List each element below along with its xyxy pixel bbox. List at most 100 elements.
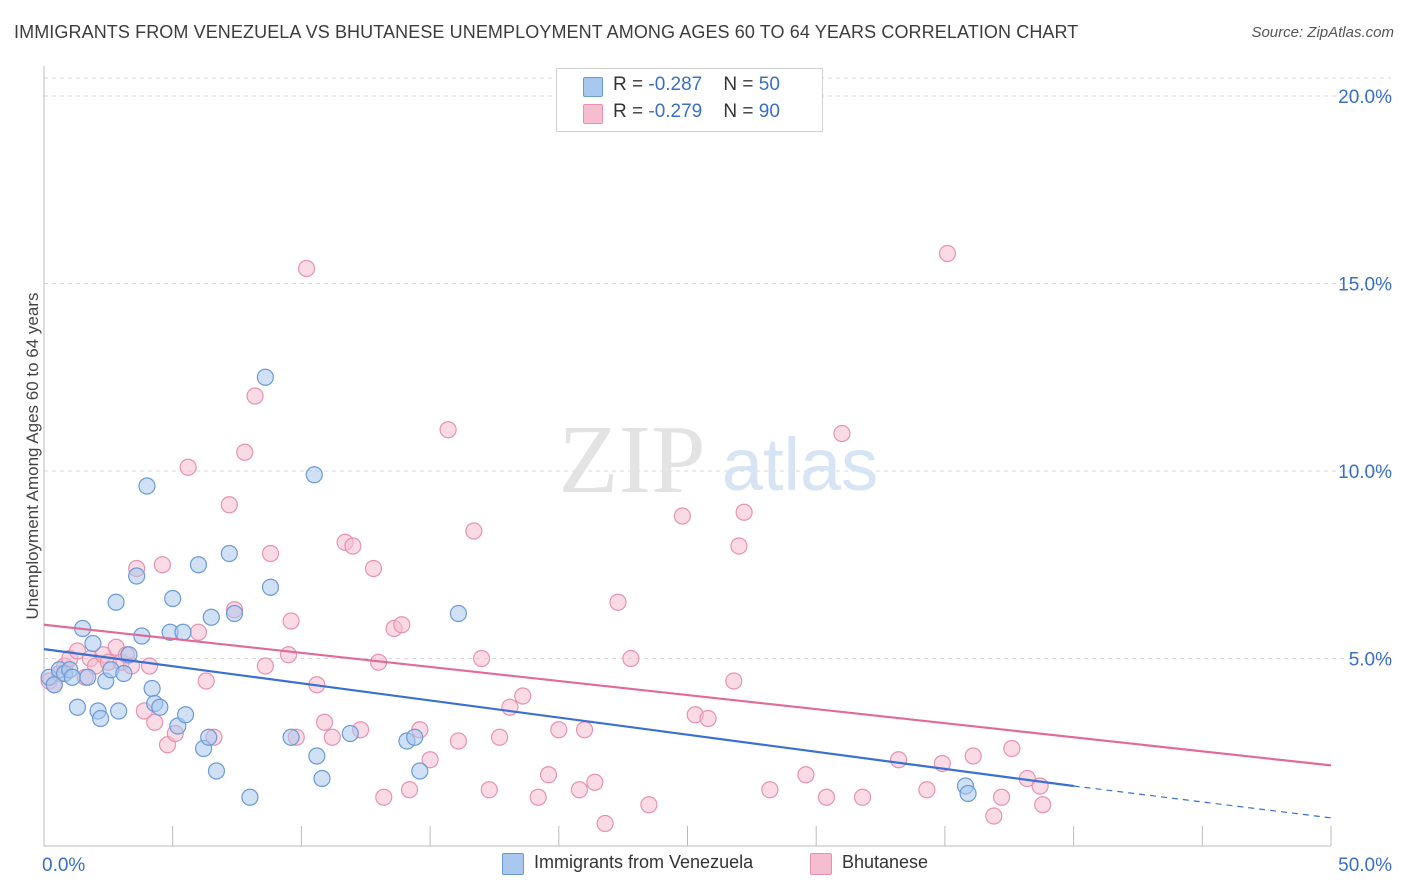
source-label: Source: ZipAtlas.com bbox=[1251, 24, 1394, 41]
bhutanese-point bbox=[797, 766, 815, 784]
trend-lines bbox=[43, 623, 1332, 819]
x-tick-labels: 0.0% 50.0% bbox=[42, 855, 1392, 876]
legend-n-label: N = bbox=[723, 101, 759, 122]
venezuela-point bbox=[92, 709, 110, 728]
bhutanese-point bbox=[529, 788, 547, 806]
bhutanese-point bbox=[246, 387, 264, 405]
venezuela-trend-line bbox=[43, 648, 1074, 788]
bhutanese-trend-line bbox=[43, 623, 1332, 767]
venezuela-point bbox=[79, 668, 97, 686]
bhutanese-point bbox=[985, 807, 1003, 825]
bhutanese-point bbox=[490, 728, 509, 746]
bhutanese-point bbox=[282, 612, 300, 630]
venezuela-point bbox=[115, 664, 133, 683]
bhutanese-point bbox=[375, 788, 393, 806]
bhutanese-point bbox=[1003, 739, 1021, 758]
bhutanese-point bbox=[179, 458, 197, 476]
venezuela-point bbox=[220, 544, 238, 563]
bhutanese-point bbox=[640, 796, 658, 814]
bhutanese-point bbox=[570, 781, 588, 799]
bhutanese-point bbox=[735, 503, 753, 521]
y-tick-label: 20.0% bbox=[1338, 87, 1392, 108]
bhutanese-point bbox=[400, 781, 419, 799]
correlation-legend: R = -0.287 N = 50 R = -0.279 N = 90 bbox=[556, 68, 823, 132]
bhutanese-point bbox=[236, 443, 254, 461]
bhutanese-point bbox=[256, 657, 274, 675]
bhutanese-point bbox=[964, 747, 982, 765]
bhutanese-point bbox=[550, 721, 568, 739]
legend-n-value: 90 bbox=[758, 101, 780, 122]
venezuela-point bbox=[68, 698, 87, 716]
y-tick-label: 15.0% bbox=[1338, 275, 1392, 296]
venezuela-point bbox=[164, 589, 182, 608]
venezuela-point bbox=[174, 623, 192, 641]
venezuela-point bbox=[63, 668, 81, 686]
bhutanese-point bbox=[586, 773, 604, 791]
venezuela-point bbox=[282, 728, 300, 746]
bottom-legend-swatch-venezuela bbox=[502, 853, 524, 875]
bhutanese-point bbox=[364, 559, 383, 578]
x-tick-label-end: 50.0% bbox=[1338, 855, 1392, 876]
bhutanese-point bbox=[140, 657, 159, 675]
bhutanese-point bbox=[146, 713, 164, 731]
bhutanese-point bbox=[465, 522, 483, 540]
bhutanese-point bbox=[992, 788, 1011, 806]
venezuela-point bbox=[308, 747, 326, 765]
bhutanese-point bbox=[297, 259, 316, 278]
venezuela-point bbox=[45, 676, 63, 694]
venezuela-point bbox=[189, 556, 208, 574]
venezuela-point bbox=[84, 634, 102, 653]
venezuela-point bbox=[261, 578, 280, 596]
bhutanese-point bbox=[730, 537, 748, 555]
venezuela-point bbox=[128, 567, 146, 585]
chart-title: IMMIGRANTS FROM VENEZUELA VS BHUTANESE U… bbox=[14, 22, 1079, 42]
bhutanese-point bbox=[853, 788, 872, 806]
bottom-legend-swatch-bhutanese bbox=[810, 853, 832, 875]
bhutanese-point bbox=[918, 781, 936, 799]
scatter-points bbox=[40, 244, 1052, 833]
bhutanese-point bbox=[938, 244, 957, 263]
bhutanese-point bbox=[315, 713, 334, 731]
bhutanese-point bbox=[514, 687, 532, 705]
bhutanese-point bbox=[539, 766, 558, 784]
bhutanese-point bbox=[761, 781, 779, 799]
bhutanese-point bbox=[725, 672, 743, 690]
venezuela-point bbox=[202, 608, 220, 626]
bhutanese-point bbox=[220, 496, 238, 514]
watermark-zip: ZIP bbox=[559, 406, 706, 514]
bhutanese-point bbox=[889, 751, 908, 769]
bhutanese-point bbox=[261, 544, 280, 563]
venezuela-point bbox=[406, 728, 424, 746]
gridlines bbox=[44, 77, 1391, 659]
bhutanese-point bbox=[833, 424, 851, 443]
venezuela-point bbox=[107, 593, 125, 611]
x-tick-label-start: 0.0% bbox=[42, 855, 85, 876]
legend-swatch-bhutanese bbox=[583, 104, 603, 124]
watermark-atlas: atlas bbox=[722, 423, 878, 506]
venezuela-trend-extension bbox=[1073, 785, 1332, 819]
venezuela-point bbox=[241, 788, 259, 806]
bhutanese-point bbox=[1034, 796, 1052, 814]
venezuela-point bbox=[138, 477, 156, 495]
y-tick-label: 5.0% bbox=[1349, 650, 1392, 671]
venezuela-point bbox=[341, 724, 359, 743]
legend-r-value: -0.279 bbox=[648, 101, 703, 122]
bhutanese-point bbox=[393, 616, 411, 634]
venezuela-point bbox=[176, 706, 195, 724]
venezuela-point bbox=[225, 604, 244, 623]
bhutanese-point bbox=[323, 728, 341, 746]
venezuela-point bbox=[959, 784, 977, 803]
bhutanese-point bbox=[344, 537, 362, 555]
legend-r-value: -0.287 bbox=[648, 74, 703, 95]
bhutanese-point bbox=[575, 721, 594, 739]
bhutanese-point bbox=[596, 814, 614, 833]
bhutanese-point bbox=[609, 593, 627, 611]
bhutanese-point bbox=[673, 507, 691, 525]
venezuela-point bbox=[110, 702, 128, 720]
bhutanese-point bbox=[817, 788, 836, 806]
venezuela-point bbox=[207, 762, 226, 780]
bhutanese-point bbox=[153, 556, 172, 574]
venezuela-point bbox=[200, 728, 218, 746]
venezuela-point bbox=[151, 698, 169, 716]
